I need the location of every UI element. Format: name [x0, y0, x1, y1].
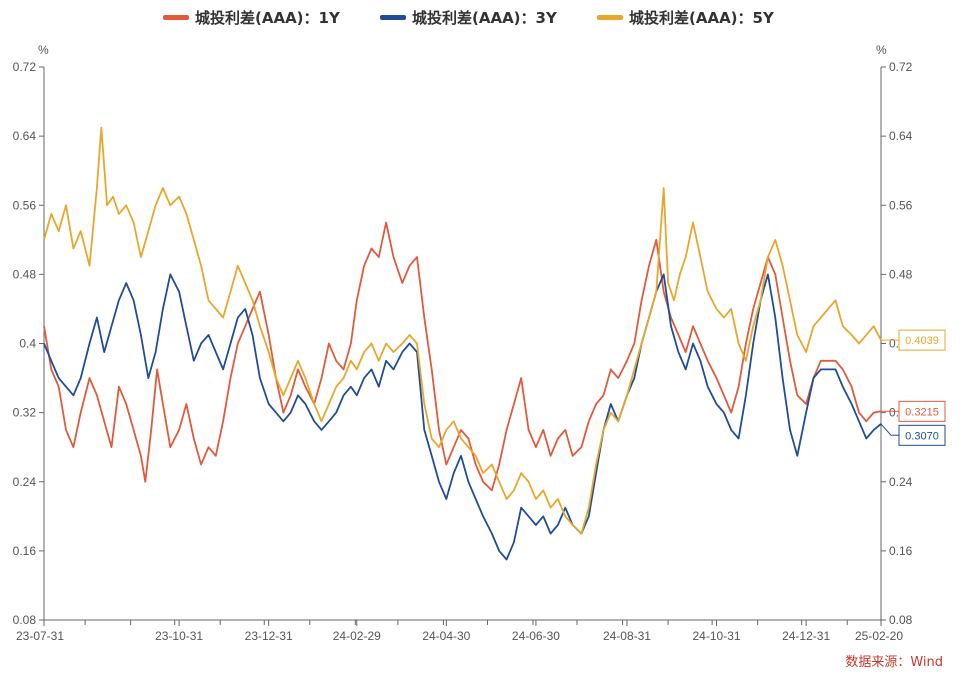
data-source: 数据来源：Wind — [845, 655, 943, 670]
x-tick-label: 24-06-30 — [512, 629, 560, 643]
legend-swatch-2 — [380, 15, 406, 20]
x-tick-label: 24-02-29 — [333, 629, 381, 643]
x-tick-label: 23-10-31 — [155, 629, 203, 643]
legend-label-2: 城投利差(AAA)：3Y — [412, 9, 558, 27]
y-tick-label-left: 0.56 — [13, 198, 37, 212]
x-tick-label: 25-02-20 — [855, 629, 903, 643]
y-tick-label-right: 0.48 — [889, 267, 913, 281]
y-tick-label-left: 0.72 — [13, 60, 37, 74]
axes: 0.080.080.160.160.240.240.320.320.40.40.… — [13, 60, 913, 643]
y-tick-label-right: 0.64 — [889, 129, 913, 143]
end-label-3: 0.4039 — [905, 335, 939, 347]
x-tick-label: 23-12-31 — [245, 629, 293, 643]
legend-label-1: 城投利差(AAA)：1Y — [195, 9, 341, 27]
y-tick-label-left: 0.16 — [13, 544, 37, 558]
x-tick-label: 24-08-31 — [603, 629, 651, 643]
legend-swatch-1 — [163, 15, 189, 20]
y-tick-label-left: 0.4 — [19, 337, 36, 351]
y-tick-label-right: 0.72 — [889, 60, 913, 74]
x-tick-label: 24-04-30 — [422, 629, 470, 643]
y-axis-unit-right: % — [876, 43, 887, 57]
x-tick-label: 24-10-31 — [693, 629, 741, 643]
y-tick-label-left: 0.48 — [13, 267, 37, 281]
series-lines — [43, 126, 882, 561]
series-line-3 — [43, 126, 882, 535]
y-tick-label-right: 0.56 — [889, 198, 913, 212]
end-label-box-3 — [898, 329, 946, 351]
y-tick-label-left: 0.64 — [13, 129, 37, 143]
legend: 城投利差(AAA)：1Y 城投利差(AAA)：3Y 城投利差(AAA)：5Y — [163, 9, 775, 27]
legend-swatch-3 — [597, 15, 623, 20]
y-tick-label-right: 0.16 — [889, 544, 913, 558]
end-label-box-1 — [898, 400, 946, 422]
x-tick-label: 24-12-31 — [782, 629, 830, 643]
y-tick-label-right: 0.24 — [889, 475, 913, 489]
legend-label-3: 城投利差(AAA)：5Y — [629, 9, 775, 27]
end-label-leader-2 — [880, 423, 899, 436]
y-tick-label-right: 0.08 — [889, 613, 913, 627]
y-tick-label-left: 0.24 — [13, 475, 37, 489]
y-tick-label-left: 0.32 — [13, 406, 37, 420]
series-line-1 — [43, 221, 882, 492]
series-line-2 — [43, 273, 882, 561]
x-tick-label: 23-07-31 — [16, 629, 64, 643]
end-label-1: 0.3215 — [905, 406, 939, 418]
y-tick-label-left: 0.08 — [13, 613, 37, 627]
y-axis-unit-left: % — [38, 43, 49, 57]
end-labels: 0.3215 0.3070 0.4039 — [880, 329, 946, 446]
end-label-box-2 — [898, 424, 946, 446]
end-label-2: 0.3070 — [905, 430, 939, 442]
